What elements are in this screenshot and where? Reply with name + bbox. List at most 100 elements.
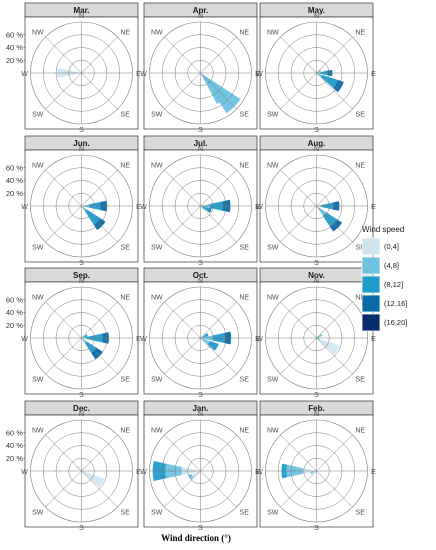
direction-label-s: S: [79, 127, 84, 134]
direction-spoke: [280, 205, 317, 243]
direction-label-ne: NE: [239, 29, 249, 36]
direction-label-w: W: [256, 204, 263, 211]
legend-label: (12,16]: [384, 299, 407, 308]
direction-label-sw: SW: [151, 510, 163, 517]
direction-label-ne: NE: [355, 427, 365, 434]
direction-label-nw: NW: [32, 427, 44, 434]
direction-spoke: [316, 470, 353, 508]
direction-spoke: [164, 301, 201, 339]
legend-key: [361, 237, 381, 256]
wind-bar-segment: [203, 333, 209, 338]
panel-may: May.N NE E SE S SW W NW: [256, 2, 376, 134]
direction-label-sw: SW: [32, 245, 44, 252]
direction-label-ne: NE: [120, 294, 130, 301]
direction-spoke: [280, 72, 317, 110]
direction-label-w: W: [140, 336, 147, 343]
wind-bar-segment: [316, 73, 323, 78]
panel-oct: Oct.N NE E SE S SW W NW: [140, 267, 260, 399]
direction-label-se: SE: [356, 510, 366, 517]
direction-label-w: W: [21, 336, 28, 343]
wind-bar-segment: [316, 69, 322, 73]
direction-label-se: SE: [121, 510, 131, 517]
panel-feb: Feb.N NE E SE S SW W NW: [256, 400, 376, 532]
direction-spoke: [81, 434, 118, 472]
facet-strip-label: May.: [308, 6, 325, 15]
direction-spoke: [45, 301, 82, 339]
direction-label-n: N: [198, 411, 203, 418]
direction-label-se: SE: [240, 245, 250, 252]
direction-label-s: S: [79, 260, 84, 267]
direction-label-nw: NW: [32, 294, 44, 301]
direction-label-w: W: [140, 204, 147, 211]
wind-bar-segment: [208, 208, 212, 213]
direction-label-e: E: [371, 469, 376, 476]
direction-label-ne: NE: [355, 29, 365, 36]
legend-key: [361, 275, 381, 294]
radial-tick-label: 20 %: [6, 454, 23, 463]
direction-spoke: [200, 205, 237, 243]
direction-spoke: [81, 36, 118, 74]
panel-jun: Jun.N NE E SE S SW W NW 20 % 40 % 60 %: [6, 135, 141, 267]
direction-label-sw: SW: [267, 245, 279, 252]
direction-spoke: [164, 470, 201, 508]
direction-label-ne: NE: [239, 162, 249, 169]
direction-label-e: E: [136, 469, 141, 476]
wind-bar-segment: [84, 334, 88, 338]
direction-label-sw: SW: [32, 377, 44, 384]
x-axis-title: Wind direction (°): [161, 533, 231, 543]
legend-label: (4,8]: [384, 261, 399, 270]
direction-label-se: SE: [240, 112, 250, 119]
direction-label-s: S: [79, 392, 84, 399]
direction-spoke: [45, 337, 82, 375]
direction-spoke: [280, 36, 317, 74]
direction-label-e: E: [136, 71, 141, 78]
direction-label-w: W: [256, 336, 263, 343]
wind-bar-segment: [316, 333, 323, 338]
direction-spoke: [280, 470, 317, 508]
direction-label-e: E: [136, 204, 141, 211]
direction-label-w: W: [256, 469, 263, 476]
direction-label-se: SE: [356, 112, 366, 119]
direction-label-se: SE: [356, 377, 366, 384]
direction-label-sw: SW: [151, 112, 163, 119]
wind-bar-segment: [81, 471, 105, 488]
legend: Wind speed (0,4] (4,8] (8,12] (12,16] (16,20…: [361, 225, 407, 332]
radial-tick-label: 40 %: [6, 441, 23, 450]
wind-bar-segment: [188, 473, 194, 480]
direction-spoke: [316, 205, 353, 243]
panel-aug: Aug.N NE E SE S SW W NW: [256, 135, 376, 267]
direction-spoke: [316, 169, 353, 207]
direction-label-s: S: [314, 260, 319, 267]
direction-label-ne: NE: [120, 29, 130, 36]
direction-label-nw: NW: [151, 427, 163, 434]
direction-spoke: [280, 434, 317, 472]
direction-spoke: [45, 72, 82, 110]
direction-spoke: [164, 337, 201, 375]
direction-label-e: E: [371, 71, 376, 78]
direction-label-ne: NE: [355, 162, 365, 169]
direction-label-se: SE: [121, 112, 131, 119]
wind-bar-segment: [191, 471, 201, 478]
direction-label-e: E: [255, 71, 260, 78]
direction-label-s: S: [314, 127, 319, 134]
radial-tick-label: 40 %: [6, 308, 23, 317]
direction-label-n: N: [198, 146, 203, 153]
direction-spoke: [45, 470, 82, 508]
panel-jul: Jul.N NE E SE S SW W NW: [140, 135, 260, 267]
wind-bar-segment: [200, 338, 210, 345]
direction-label-ne: NE: [239, 427, 249, 434]
facet-strip-label: Nov.: [308, 271, 325, 280]
wind-bar-segment: [321, 74, 338, 88]
direction-label-e: E: [255, 204, 260, 211]
direction-label-s: S: [314, 525, 319, 532]
direction-spoke: [81, 470, 118, 508]
direction-label-se: SE: [240, 510, 250, 517]
direction-spoke: [316, 337, 353, 375]
direction-spoke: [45, 169, 82, 207]
legend-key: [361, 294, 381, 313]
direction-label-se: SE: [356, 245, 366, 252]
wind-bar-segment: [207, 340, 219, 351]
direction-spoke: [81, 301, 118, 339]
direction-label-s: S: [314, 392, 319, 399]
